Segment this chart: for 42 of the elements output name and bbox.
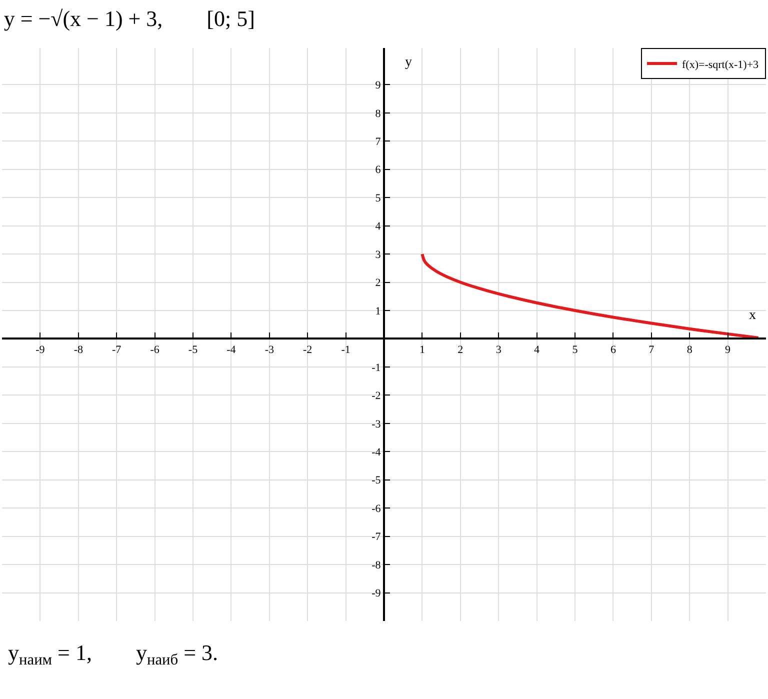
y-tick-label: 1 xyxy=(375,305,381,318)
y-tick-label: -7 xyxy=(372,531,382,544)
x-tick-label: -6 xyxy=(150,344,160,356)
x-tick-label: 1 xyxy=(419,344,425,356)
x-tick-label: 7 xyxy=(648,344,655,356)
y-tick-label: -2 xyxy=(372,390,381,402)
x-tick-label: -9 xyxy=(36,344,46,356)
x-tick-label: -2 xyxy=(303,344,312,356)
y-axis-title: y xyxy=(405,55,412,70)
y-tick-label: 7 xyxy=(375,136,382,148)
line-series xyxy=(420,252,760,340)
x-tick-label: -4 xyxy=(226,344,236,356)
y-tick-label: -6 xyxy=(372,502,382,515)
chart-title: y = −√(x − 1) + 3, [0; 5] xyxy=(4,6,255,31)
x-tick-label: 3 xyxy=(496,344,502,356)
text: y$_{наим}$ = 1, y$_{наиб}$ = 3. xyxy=(8,640,218,669)
x-tick-label: -5 xyxy=(188,344,198,356)
x-tick-label: -7 xyxy=(112,344,122,356)
x-tick-label: -1 xyxy=(341,344,350,356)
y-tick-label: -8 xyxy=(372,559,382,572)
y-tick-label: -1 xyxy=(372,362,381,374)
y-tick-label: 5 xyxy=(375,192,382,204)
y-tick-label: -3 xyxy=(372,418,382,430)
y-tick-label: -5 xyxy=(372,474,382,487)
x-tick-label: 8 xyxy=(686,344,693,356)
y-tick-label: -9 xyxy=(372,588,382,600)
y-tick-label: 6 xyxy=(375,164,382,176)
x-tick-label: 2 xyxy=(458,344,464,356)
y-tick-label: 4 xyxy=(375,220,382,233)
x-tick-label: 4 xyxy=(534,344,540,356)
x-tick-label: 5 xyxy=(572,344,578,356)
y-tick-label: 9 xyxy=(375,80,382,92)
legend-label: f(x)=-sqrt(x-1)+3 xyxy=(682,58,760,71)
y-tick-label: 2 xyxy=(375,277,381,290)
x-tick-label: 6 xyxy=(610,344,616,356)
x-axis-title: x xyxy=(749,308,756,323)
y-tick-label: -4 xyxy=(372,446,382,458)
x-tick-label: -8 xyxy=(74,344,84,356)
y-tick-label: 8 xyxy=(375,108,382,120)
x-tick-label: 9 xyxy=(725,344,732,356)
x-tick-label: -3 xyxy=(264,344,274,356)
y-tick-label: 3 xyxy=(375,248,382,261)
